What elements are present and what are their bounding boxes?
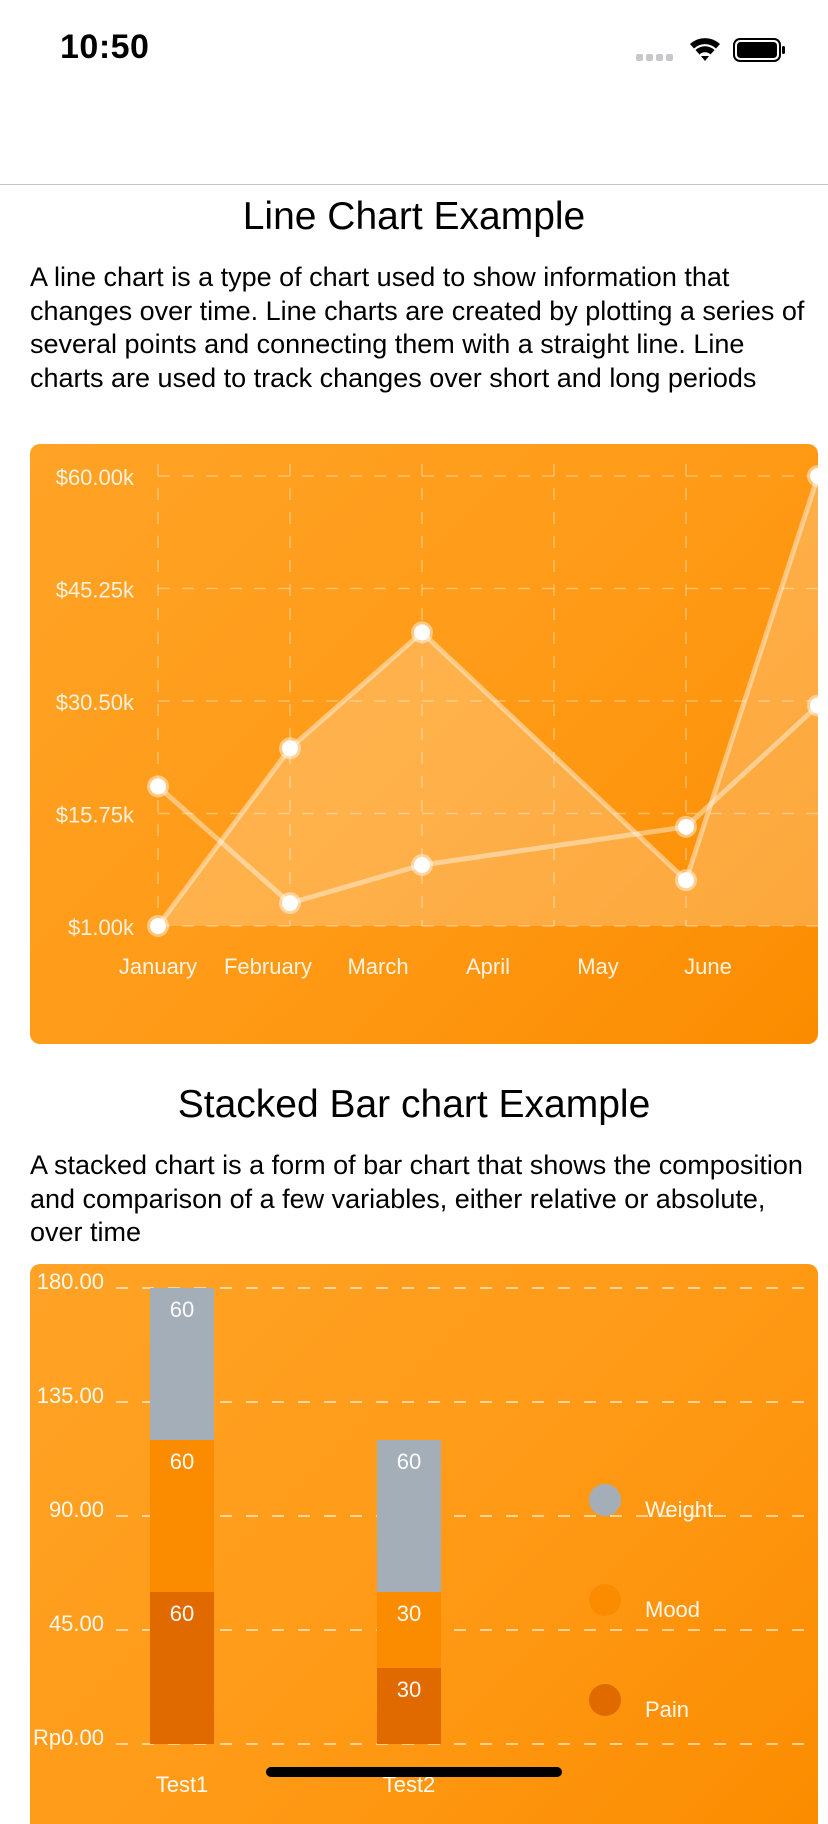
bar-segment <box>150 1440 214 1592</box>
legend-label: Weight <box>645 1497 713 1522</box>
bar-value-label: 30 <box>397 1677 421 1702</box>
nav-bar-divider <box>0 184 828 185</box>
y-tick-label: $15.75k <box>56 803 135 828</box>
x-tick-label: Test1 <box>156 1772 209 1797</box>
bar-chart-description: A stacked chart is a form of bar chart t… <box>30 1150 803 1247</box>
status-icons <box>636 38 785 62</box>
data-point <box>678 872 694 889</box>
bar-value-label: 60 <box>170 1449 194 1474</box>
y-tick-label: 45.00 <box>49 1611 104 1636</box>
bar-segment <box>377 1668 441 1744</box>
data-point <box>810 697 818 714</box>
legend-marker <box>589 1584 621 1616</box>
legend-marker <box>589 1684 621 1716</box>
y-tick-label: 180.00 <box>37 1269 104 1294</box>
y-tick-label: $60.00k <box>56 465 135 490</box>
line-chart-card: $60.00k $45.25k $30.50k $15.75k $1.00k Januar… <box>30 444 818 1044</box>
data-point <box>282 895 298 912</box>
data-point <box>414 856 430 873</box>
y-tick-label: $30.50k <box>56 690 135 715</box>
bar-value-label: 60 <box>170 1297 194 1322</box>
line-chart: $60.00k $45.25k $30.50k $15.75k $1.00k Januar… <box>56 464 818 979</box>
line-chart-description: A line chart is a type of chart used to … <box>30 262 805 393</box>
bar-value-label: 60 <box>170 1601 194 1626</box>
bar-chart-title: Stacked Bar chart Example <box>177 1083 651 1126</box>
data-point <box>150 778 166 795</box>
data-point <box>678 818 694 835</box>
status-bar: 10:50 <box>0 0 828 100</box>
line-chart-title: Line Chart Example <box>242 195 586 238</box>
legend-label: Mood <box>645 1597 700 1622</box>
home-indicator <box>266 1767 562 1777</box>
data-point <box>414 624 430 641</box>
stacked-bar-chart: 180.00 135.00 90.00 45.00 Rp0.00 60 60 60 Test1 3… <box>33 1269 818 1797</box>
bar-segment <box>150 1592 214 1744</box>
x-tick-label: April <box>466 954 510 979</box>
x-tick-label: February <box>224 954 312 979</box>
legend-label: Pain <box>645 1697 689 1722</box>
y-tick-label: 135.00 <box>37 1383 104 1408</box>
data-point <box>282 740 298 757</box>
legend-marker <box>589 1484 621 1516</box>
wifi-icon <box>690 38 720 61</box>
series-area <box>158 476 818 926</box>
bar-chart-card: 180.00 135.00 90.00 45.00 Rp0.00 60 60 60 Test1 3… <box>30 1264 818 1824</box>
x-tick-label: March <box>347 954 408 979</box>
y-tick-label: $1.00k <box>68 915 135 940</box>
data-point <box>810 468 818 484</box>
x-tick-label: May <box>577 954 619 979</box>
bar-segment <box>377 1592 441 1668</box>
y-tick-label: 90.00 <box>49 1497 104 1522</box>
x-tick-label: January <box>119 954 197 979</box>
y-tick-label: Rp0.00 <box>33 1725 104 1750</box>
cellular-signal-icon <box>636 54 673 61</box>
bar-value-label: 30 <box>397 1601 421 1626</box>
bar-segment <box>150 1288 214 1440</box>
status-time: 10:50 <box>60 28 150 66</box>
y-tick-label: $45.25k <box>56 578 135 603</box>
battery-icon <box>733 38 785 62</box>
bar-value-label: 60 <box>397 1449 421 1474</box>
bar-segment <box>377 1440 441 1592</box>
data-point <box>150 918 166 934</box>
x-tick-label: June <box>684 954 732 979</box>
